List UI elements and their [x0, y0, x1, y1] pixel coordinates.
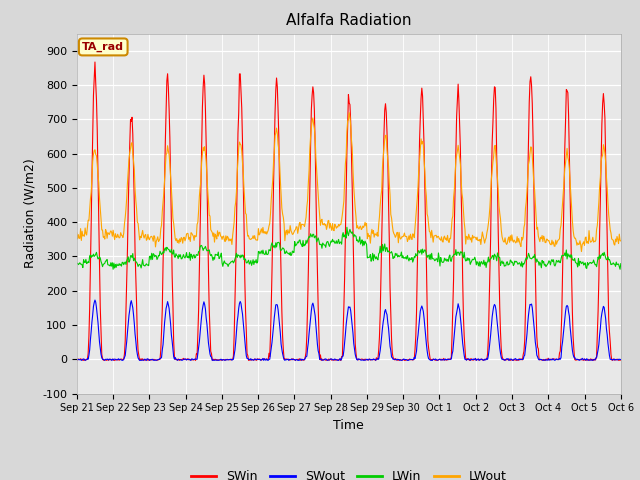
- Text: TA_rad: TA_rad: [82, 42, 124, 52]
- Y-axis label: Radiation (W/m2): Radiation (W/m2): [24, 159, 36, 268]
- Legend: SWin, SWout, LWin, LWout: SWin, SWout, LWin, LWout: [186, 465, 512, 480]
- X-axis label: Time: Time: [333, 419, 364, 432]
- Title: Alfalfa Radiation: Alfalfa Radiation: [286, 13, 412, 28]
